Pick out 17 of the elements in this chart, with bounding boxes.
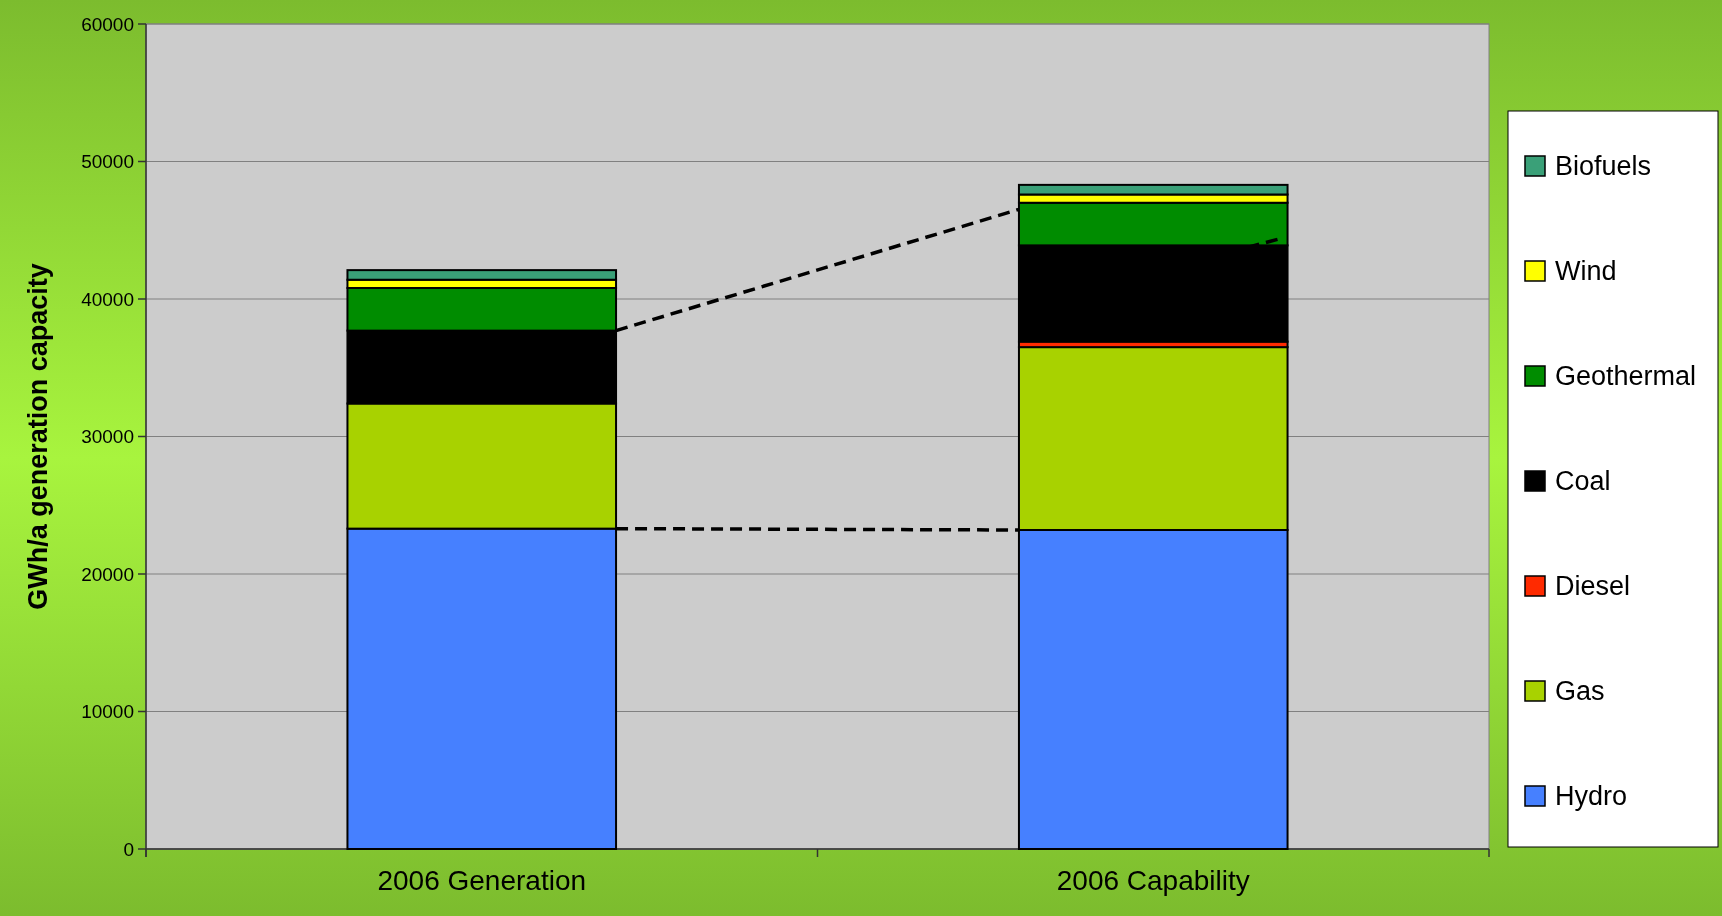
y-axis-title: GWh/a generation capacity: [23, 263, 53, 610]
legend-label: Biofuels: [1555, 151, 1652, 182]
legend-label: Wind: [1555, 256, 1617, 287]
legend-label: Coal: [1555, 466, 1611, 497]
y-tick-label: 60000: [81, 13, 134, 35]
legend-label: Gas: [1555, 676, 1605, 707]
y-tick-label: 0: [123, 838, 134, 860]
legend-label: Hydro: [1555, 781, 1628, 812]
legend-label: Diesel: [1555, 571, 1631, 602]
y-tick-label: 30000: [81, 426, 134, 448]
x-tick-label: 2006 Capability: [1056, 865, 1250, 896]
x-tick-label: 2006 Generation: [377, 865, 587, 896]
y-tick-label: 10000: [81, 701, 134, 723]
y-tick-label: 50000: [81, 151, 134, 173]
legend-label: Geothermal: [1555, 361, 1697, 392]
y-tick-label: 20000: [81, 563, 134, 585]
y-tick-label: 40000: [81, 288, 134, 310]
